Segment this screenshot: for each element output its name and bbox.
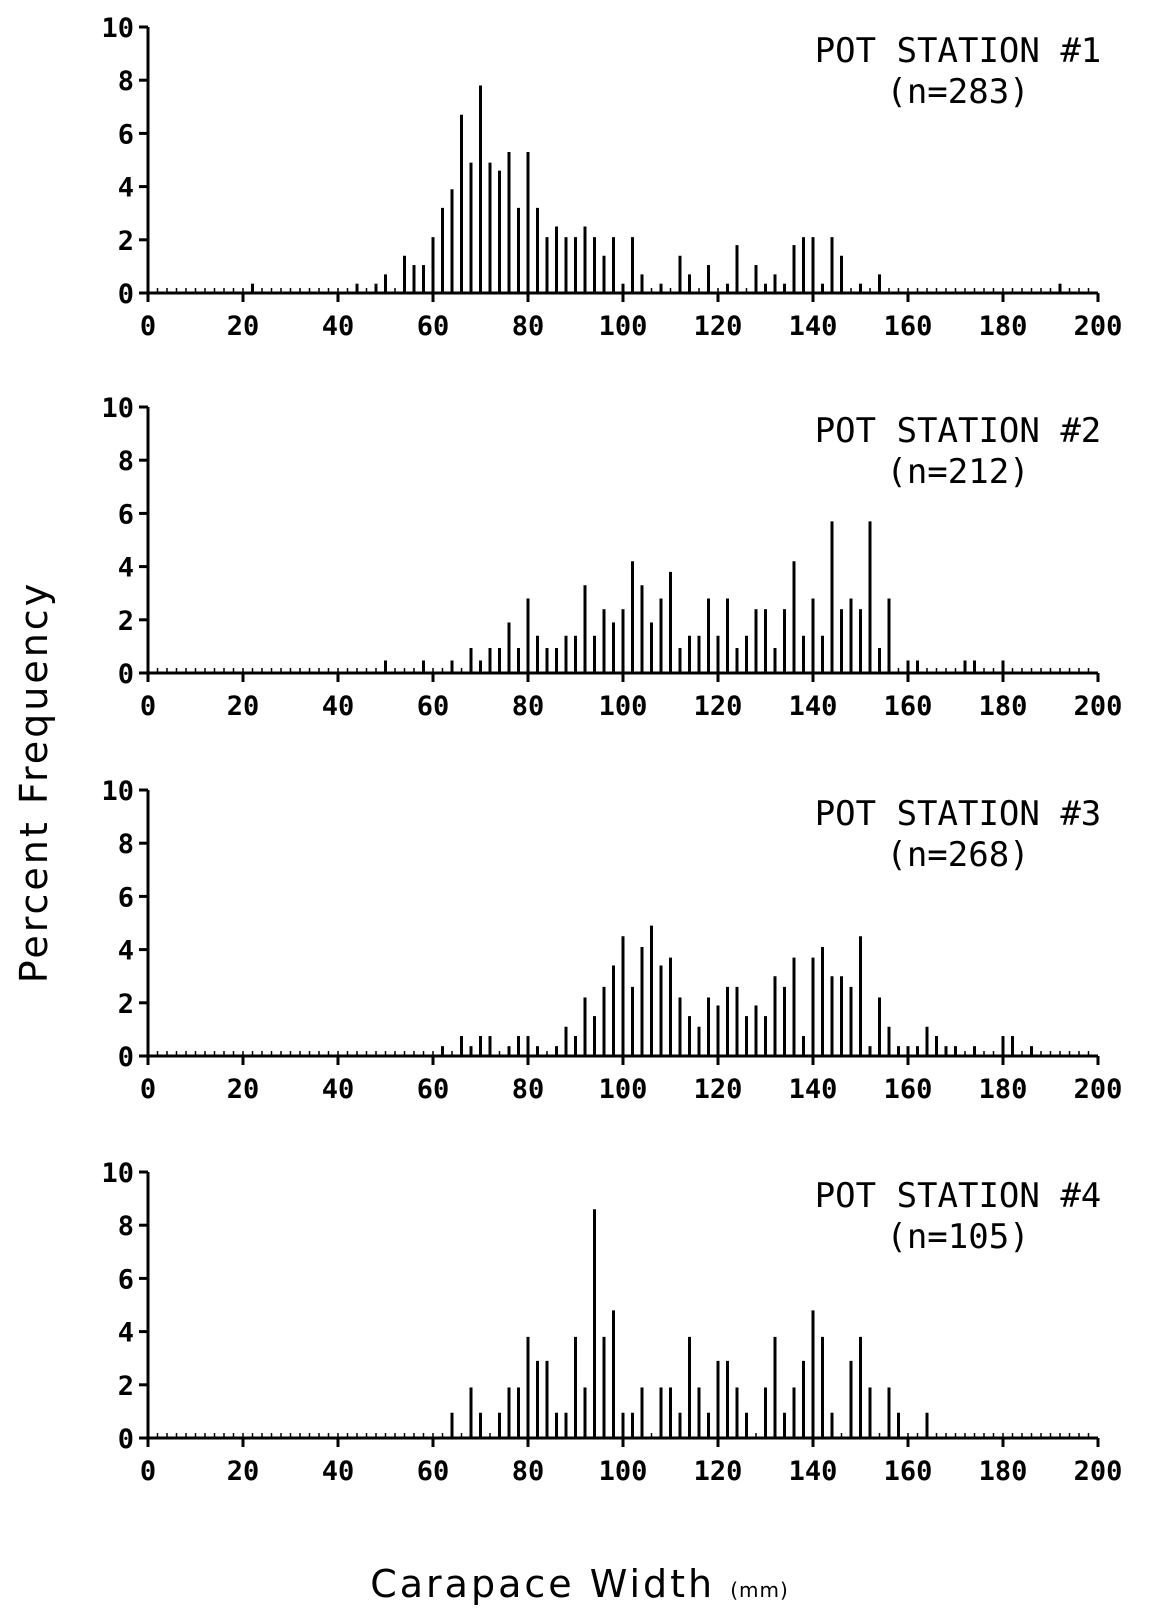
x-tick-label: 100 bbox=[599, 311, 648, 342]
x-tick-label: 200 bbox=[1074, 311, 1123, 342]
x-tick-label: 100 bbox=[599, 691, 648, 722]
chart-panel-4: 0 20 40 60 80 100 120 140 160 180 200 0 2 4 6 8 10 POT ST… bbox=[101, 1158, 1122, 1487]
x-tick-label: 160 bbox=[884, 1456, 933, 1487]
panel-title: POT STATION #1 bbox=[815, 31, 1102, 71]
y-tick-label: 0 bbox=[118, 279, 134, 310]
x-tick-label: 180 bbox=[979, 1456, 1028, 1487]
panel-title: POT STATION #3 bbox=[815, 794, 1102, 834]
x-tick-label: 120 bbox=[694, 1456, 743, 1487]
chart-panel-1: 0 20 40 60 80 100 120 140 160 180 200 0 2 4 6 8 10 POT ST… bbox=[101, 13, 1122, 342]
x-axis-label: Carapace Width (mm) bbox=[0, 1562, 1159, 1606]
y-tick-label: 10 bbox=[101, 1158, 134, 1189]
x-tick-label: 180 bbox=[979, 311, 1028, 342]
y-tick-label: 8 bbox=[118, 829, 134, 860]
panel-sample-size: (n=268) bbox=[886, 835, 1029, 875]
x-tick-label: 20 bbox=[227, 1456, 260, 1487]
x-tick-label: 40 bbox=[322, 1074, 355, 1105]
x-tick-label: 200 bbox=[1074, 1074, 1123, 1105]
x-tick-label: 80 bbox=[512, 1456, 545, 1487]
x-tick-label: 100 bbox=[599, 1074, 648, 1105]
x-axis-label-text: Carapace Width bbox=[370, 1562, 716, 1606]
panel-sample-size: (n=105) bbox=[886, 1217, 1029, 1257]
x-tick-label: 120 bbox=[694, 1074, 743, 1105]
x-axis-unit: (mm) bbox=[730, 1578, 789, 1602]
x-tick-label: 200 bbox=[1074, 1456, 1123, 1487]
x-tick-label: 0 bbox=[140, 691, 156, 722]
x-tick-label: 0 bbox=[140, 1074, 156, 1105]
y-tick-label: 10 bbox=[101, 776, 134, 807]
y-tick-label: 8 bbox=[118, 1211, 134, 1242]
x-tick-label: 180 bbox=[979, 691, 1028, 722]
y-tick-label: 8 bbox=[118, 446, 134, 477]
y-tick-label: 4 bbox=[118, 1318, 134, 1349]
x-tick-label: 120 bbox=[694, 691, 743, 722]
x-tick-label: 140 bbox=[789, 1456, 838, 1487]
x-tick-label: 100 bbox=[599, 1456, 648, 1487]
y-tick-label: 6 bbox=[118, 119, 134, 150]
x-tick-label: 40 bbox=[322, 691, 355, 722]
y-tick-label: 8 bbox=[118, 66, 134, 97]
x-tick-label: 60 bbox=[417, 1074, 450, 1105]
x-tick-label: 40 bbox=[322, 311, 355, 342]
y-tick-label: 0 bbox=[118, 1424, 134, 1455]
x-tick-label: 120 bbox=[694, 311, 743, 342]
y-tick-label: 6 bbox=[118, 1264, 134, 1295]
x-tick-label: 140 bbox=[789, 691, 838, 722]
chart-panel-3: 0 20 40 60 80 100 120 140 160 180 200 0 2 4 6 8 10 POT ST… bbox=[101, 776, 1122, 1105]
x-tick-label: 0 bbox=[140, 311, 156, 342]
x-tick-label: 80 bbox=[512, 1074, 545, 1105]
x-tick-label: 140 bbox=[789, 311, 838, 342]
x-tick-label: 20 bbox=[227, 1074, 260, 1105]
x-tick-label: 160 bbox=[884, 1074, 933, 1105]
x-tick-label: 80 bbox=[512, 691, 545, 722]
x-tick-label: 180 bbox=[979, 1074, 1028, 1105]
panel-sample-size: (n=283) bbox=[886, 72, 1029, 112]
y-tick-label: 2 bbox=[118, 606, 134, 637]
panel-sample-size: (n=212) bbox=[886, 452, 1029, 492]
y-tick-label: 4 bbox=[118, 173, 134, 204]
y-tick-label: 6 bbox=[118, 882, 134, 913]
panel-title: POT STATION #4 bbox=[815, 1176, 1102, 1216]
y-tick-label: 2 bbox=[118, 226, 134, 257]
y-tick-label: 2 bbox=[118, 1371, 134, 1402]
chart-panel-2: 0 20 40 60 80 100 120 140 160 180 200 0 2 4 6 8 10 POT ST… bbox=[101, 393, 1122, 722]
y-tick-label: 10 bbox=[101, 393, 134, 424]
panel-title: POT STATION #2 bbox=[815, 411, 1102, 451]
x-tick-label: 40 bbox=[322, 1456, 355, 1487]
y-tick-label: 6 bbox=[118, 499, 134, 530]
y-tick-label: 2 bbox=[118, 989, 134, 1020]
x-tick-label: 60 bbox=[417, 691, 450, 722]
x-tick-label: 60 bbox=[417, 1456, 450, 1487]
y-tick-label: 0 bbox=[118, 659, 134, 690]
y-tick-label: 4 bbox=[118, 936, 134, 967]
x-tick-label: 0 bbox=[140, 1456, 156, 1487]
x-tick-label: 80 bbox=[512, 311, 545, 342]
x-tick-label: 140 bbox=[789, 1074, 838, 1105]
x-tick-label: 60 bbox=[417, 311, 450, 342]
x-tick-label: 20 bbox=[227, 311, 260, 342]
x-tick-label: 160 bbox=[884, 691, 933, 722]
x-tick-label: 200 bbox=[1074, 691, 1123, 722]
y-tick-label: 4 bbox=[118, 553, 134, 584]
x-tick-label: 20 bbox=[227, 691, 260, 722]
x-tick-label: 160 bbox=[884, 311, 933, 342]
y-tick-label: 10 bbox=[101, 13, 134, 44]
y-tick-label: 0 bbox=[118, 1042, 134, 1073]
y-axis-label-text: Percent Frequency bbox=[12, 580, 56, 984]
